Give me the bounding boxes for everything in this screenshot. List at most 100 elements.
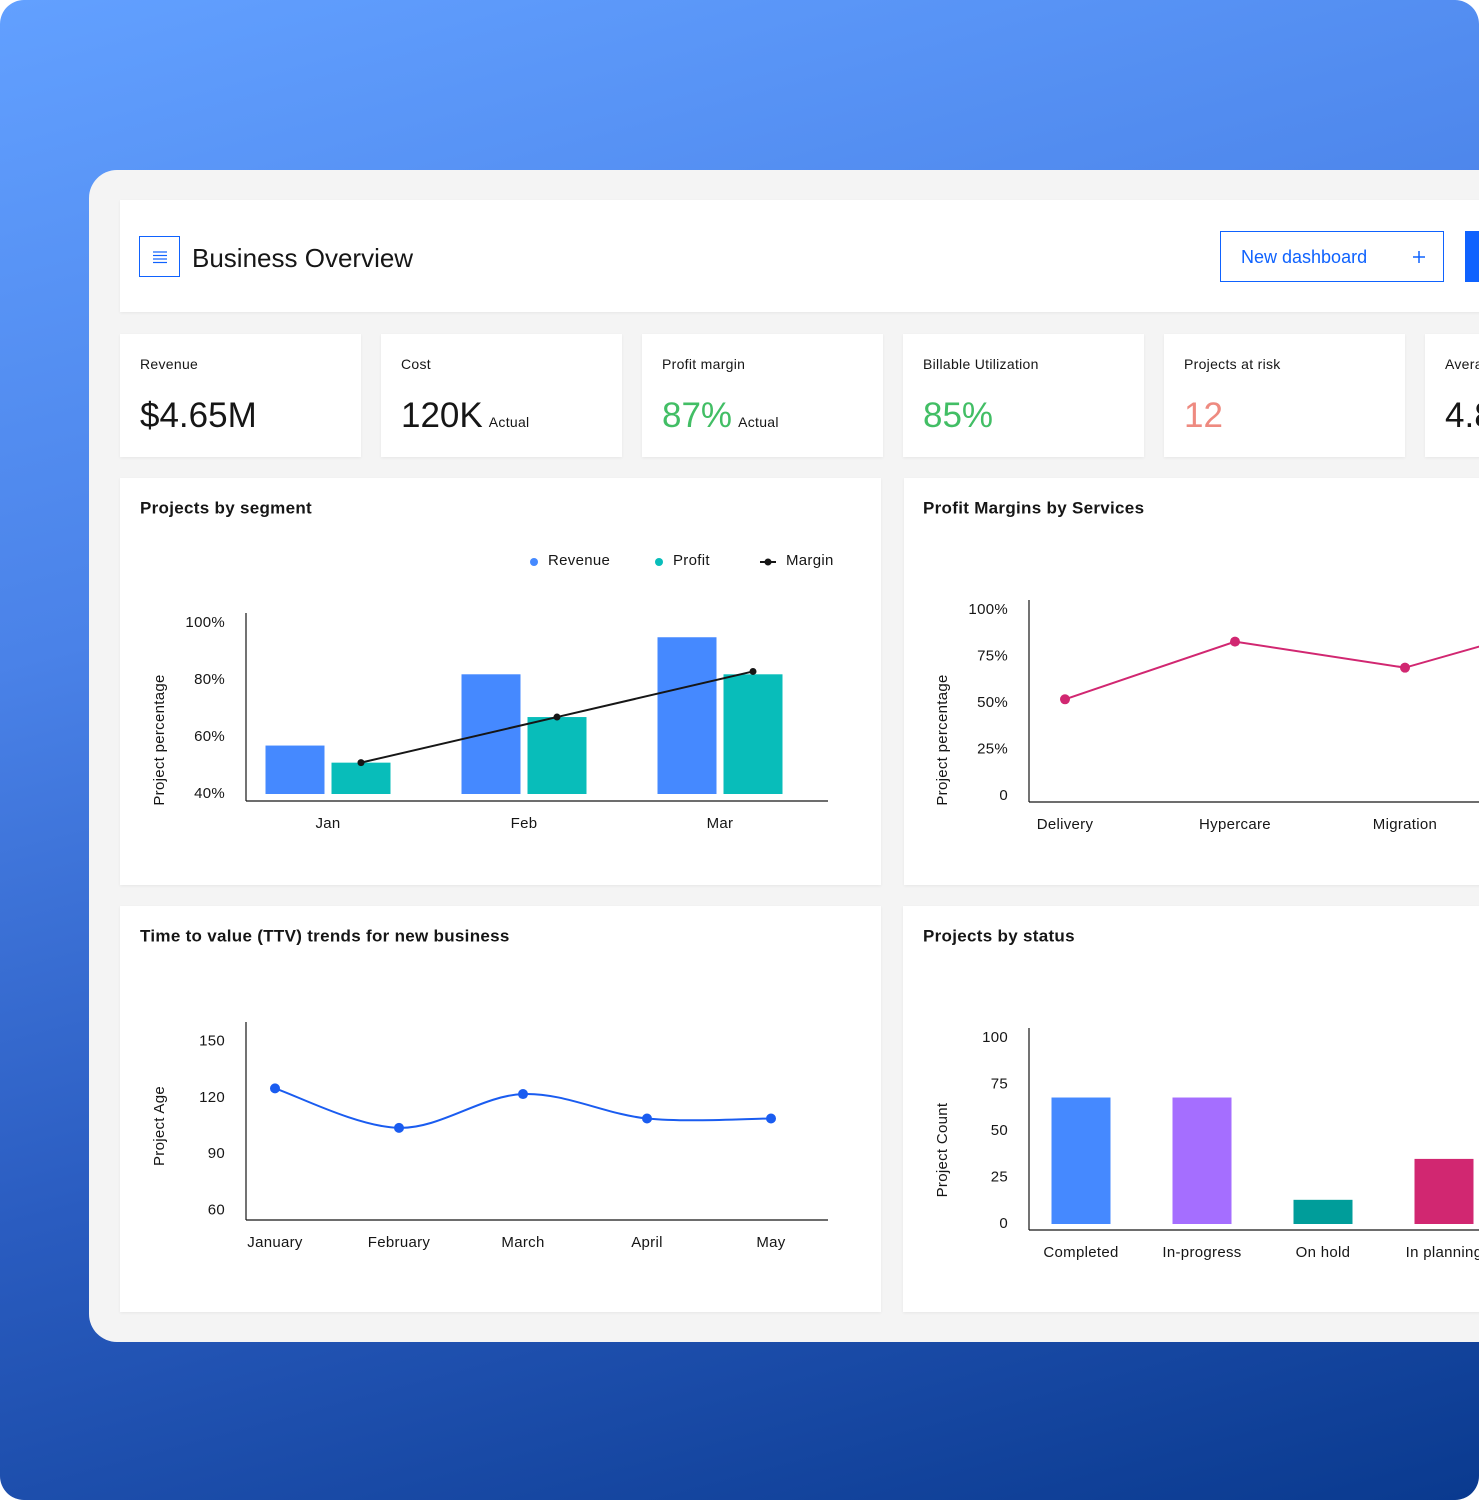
- x-tick-label: April: [631, 1234, 663, 1251]
- kpi-label: Cost: [401, 356, 431, 372]
- menu-glyph: [153, 251, 167, 264]
- bar: [723, 674, 783, 794]
- x-tick-label: Jan: [315, 815, 340, 832]
- y-tick-label: 150: [199, 1032, 225, 1049]
- y-tick-label: 60%: [194, 728, 225, 745]
- kpi-number: 85%: [923, 396, 994, 435]
- kpi-value: 12: [1184, 396, 1223, 436]
- header-bar: [120, 200, 1479, 312]
- point: [518, 1089, 528, 1100]
- kpi-value: 4.8: [1445, 396, 1479, 436]
- kpi-number: 4.8: [1445, 396, 1479, 435]
- kpi-card: Revenue $4.65M: [120, 334, 361, 457]
- y-tick-label: 100%: [185, 614, 225, 631]
- legend-swatch: [764, 558, 772, 566]
- kpi-number: 12: [1184, 396, 1223, 435]
- chart-card: [904, 478, 1479, 885]
- y-tick-label: 100%: [968, 601, 1008, 618]
- point: [749, 667, 757, 675]
- point: [1230, 636, 1240, 647]
- y-tick-label: 25%: [977, 740, 1008, 757]
- point: [1400, 662, 1410, 673]
- point: [553, 713, 561, 721]
- kpi-value: $4.65M: [140, 396, 257, 436]
- bar: [265, 745, 325, 794]
- kpi-card: Profit margin 87% Actual: [642, 334, 883, 457]
- point: [1060, 694, 1070, 705]
- y-tick-label: 90: [208, 1145, 225, 1162]
- new-dashboard-button[interactable]: New dashboard: [1220, 231, 1444, 282]
- button-label: New dashboard: [1241, 247, 1368, 267]
- bar: [1414, 1158, 1474, 1224]
- x-tick-label: March: [501, 1234, 544, 1251]
- x-tick-label: Migration: [1373, 816, 1437, 833]
- chart-title: Time to value (TTV) trends for new busin…: [140, 926, 510, 945]
- legend-label: Profit: [673, 552, 710, 569]
- point: [766, 1113, 776, 1124]
- kpi-value: 85%: [923, 396, 993, 436]
- x-tick-label: February: [368, 1234, 431, 1251]
- kpi-note: Actual: [738, 414, 779, 430]
- kpi-card: Cost 120K Actual: [381, 334, 622, 457]
- point: [270, 1083, 280, 1094]
- kpi-number: 87%: [662, 396, 733, 435]
- kpi-card: Avera 4.8: [1425, 334, 1479, 457]
- x-tick-label: Mar: [707, 815, 734, 832]
- x-tick-label: Completed: [1043, 1244, 1118, 1261]
- legend-label: Revenue: [548, 552, 610, 569]
- kpi-card: Billable Utilization 85%: [903, 334, 1144, 457]
- x-tick-label: Hypercare: [1199, 816, 1271, 833]
- line: [1064, 640, 1479, 701]
- x-tick-label: Delivery: [1037, 816, 1094, 833]
- x-tick-label: In-progress: [1162, 1244, 1241, 1261]
- y-axis-title: Project percentage: [151, 674, 168, 805]
- bar: [527, 717, 587, 794]
- bar: [461, 674, 521, 794]
- kpi-label: Projects at risk: [1184, 356, 1281, 372]
- legend-swatch: [530, 558, 538, 566]
- kpi-label: Profit margin: [662, 356, 746, 372]
- x-tick-label: May: [756, 1234, 785, 1251]
- y-axis-title: Project percentage: [934, 674, 951, 805]
- point: [357, 759, 365, 767]
- legend-label: Margin: [786, 552, 834, 569]
- y-tick-label: 60: [208, 1202, 225, 1219]
- legend-swatch: [655, 558, 663, 566]
- x-tick-label: January: [247, 1234, 303, 1251]
- kpi-value: 87% Actual: [662, 396, 779, 436]
- bar: [1293, 1199, 1353, 1224]
- page-title: Business Overview: [192, 243, 414, 273]
- y-tick-label: 50%: [977, 694, 1008, 711]
- y-tick-label: 120: [199, 1089, 225, 1106]
- kpi-number: 120K: [401, 396, 483, 435]
- x-tick-label: Feb: [511, 815, 538, 832]
- y-tick-label: 75: [991, 1075, 1008, 1092]
- y-tick-label: 0: [999, 1215, 1008, 1232]
- bar: [657, 637, 717, 794]
- kpi-note: Actual: [488, 414, 530, 430]
- kpi-number: $4.65M: [140, 396, 257, 435]
- chart-card: [120, 906, 881, 1312]
- chart-title: Profit Margins by Services: [923, 498, 1144, 517]
- kpi-card: Projects at risk 12: [1164, 334, 1405, 457]
- y-tick-label: 50: [991, 1122, 1008, 1139]
- plus-icon: [1413, 251, 1425, 263]
- y-tick-label: 40%: [194, 785, 225, 802]
- y-tick-label: 100: [982, 1029, 1008, 1046]
- chart-title: Projects by status: [923, 926, 1075, 945]
- bar: [1051, 1097, 1111, 1224]
- bar: [1172, 1097, 1232, 1224]
- y-tick-label: 25: [991, 1168, 1008, 1185]
- x-tick-label: In planning: [1406, 1244, 1479, 1261]
- y-axis-title: Project Age: [151, 1086, 168, 1166]
- y-axis-title: Project Count: [934, 1102, 951, 1197]
- kpi-label: Revenue: [140, 356, 199, 372]
- y-tick-label: 80%: [194, 671, 225, 688]
- menu-icon[interactable]: [139, 236, 180, 277]
- x-tick-label: On hold: [1296, 1244, 1351, 1261]
- primary-button[interactable]: [1465, 231, 1479, 282]
- bar: [331, 762, 391, 794]
- y-tick-label: 75%: [977, 647, 1008, 664]
